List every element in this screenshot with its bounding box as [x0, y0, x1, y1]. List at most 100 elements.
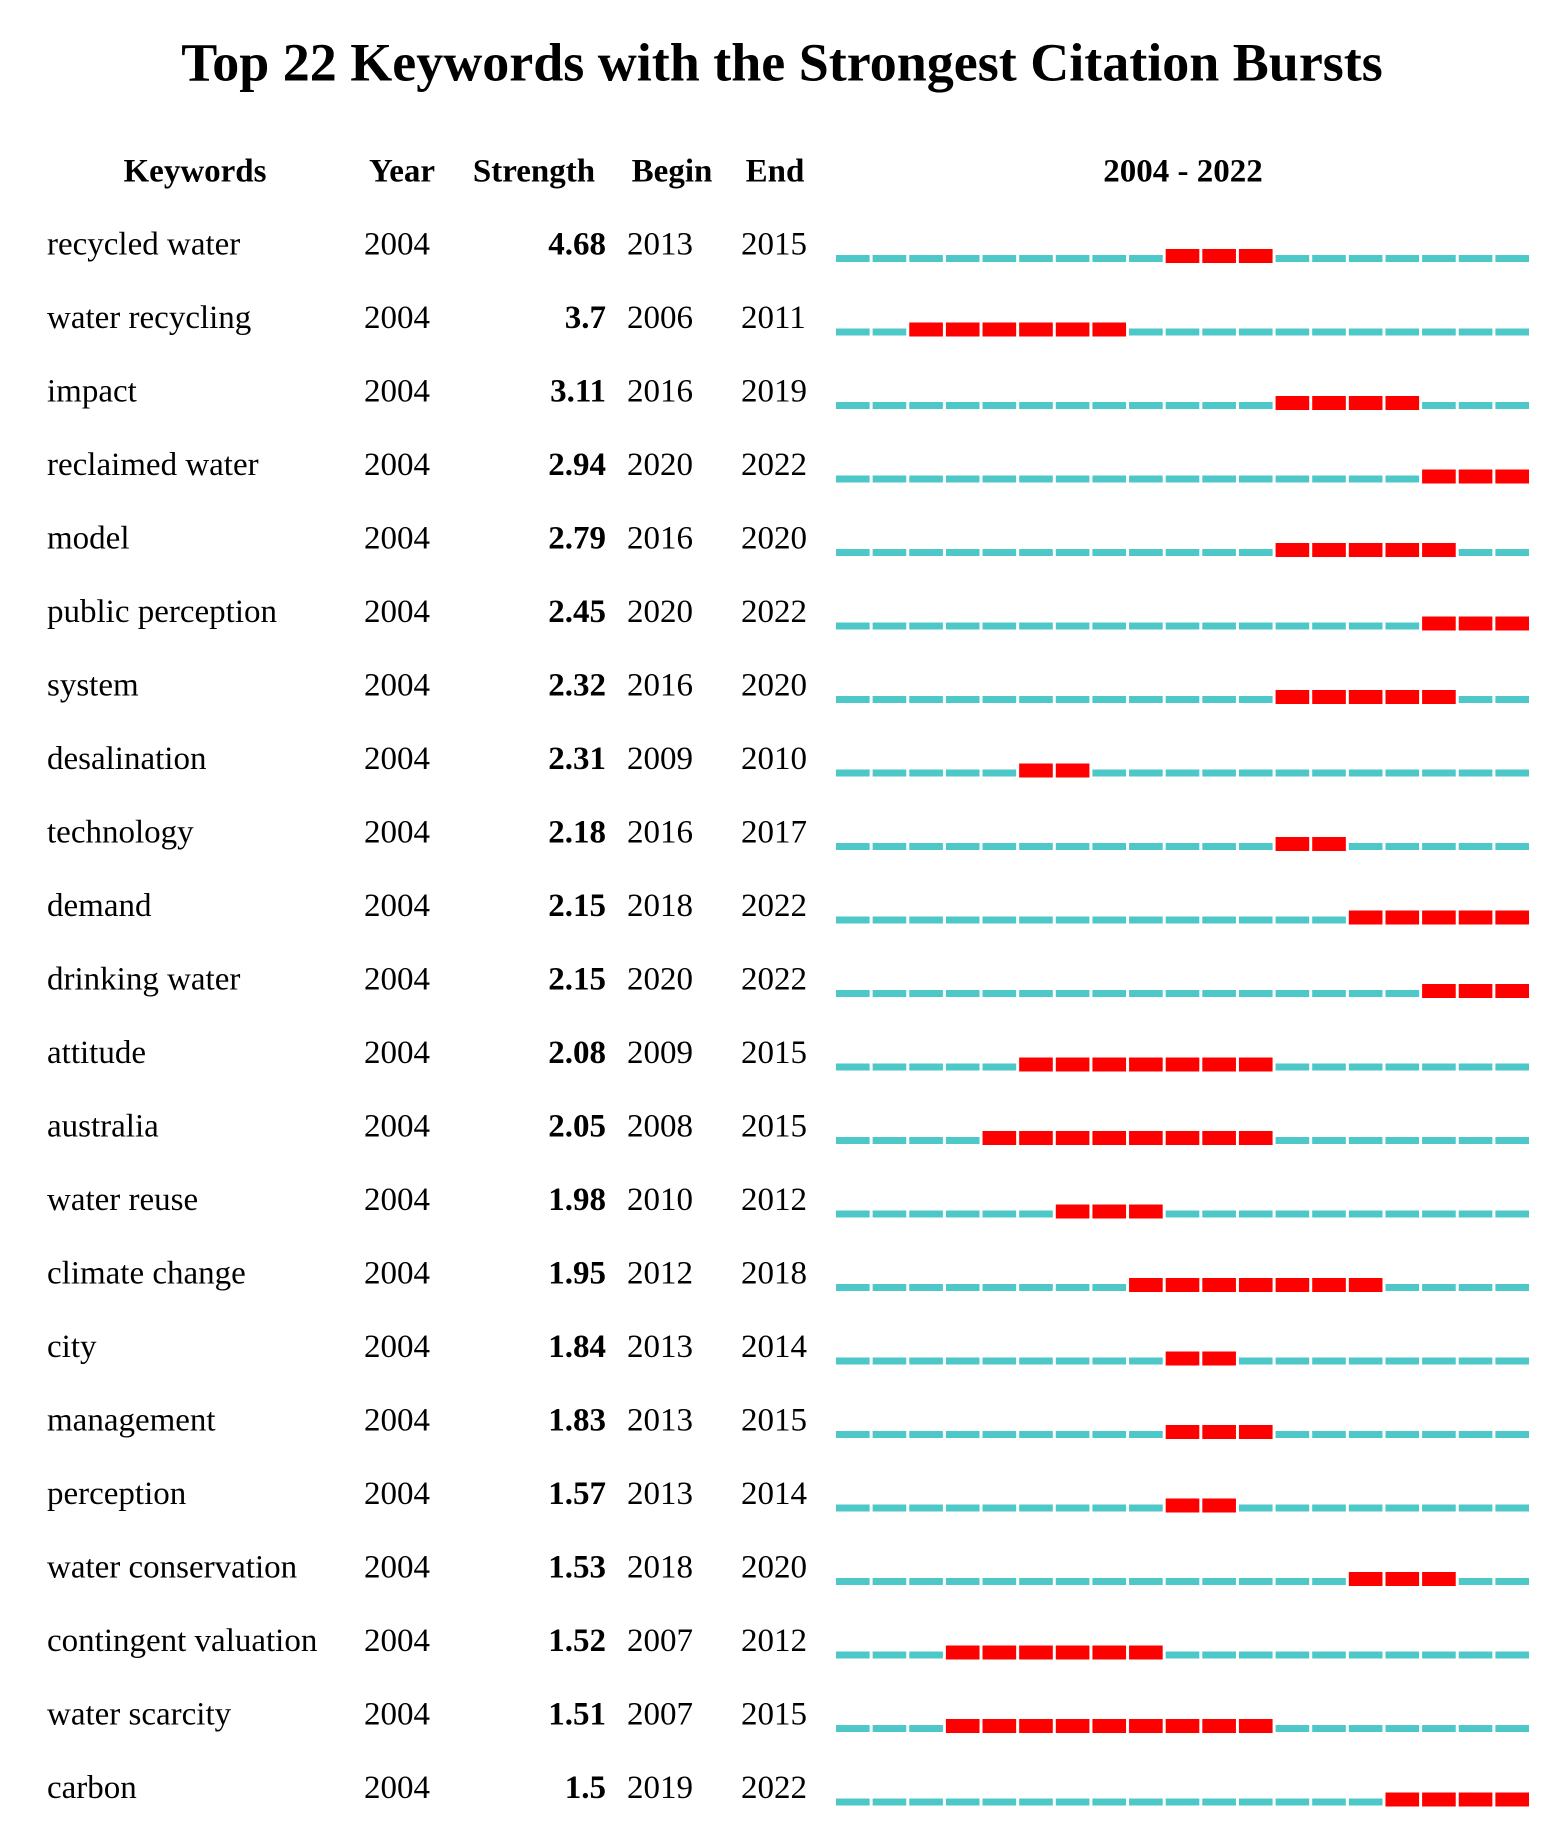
timeline-segment — [1202, 402, 1236, 409]
keyword: desalination — [47, 741, 206, 777]
timeline-segment — [945, 1578, 980, 1585]
timeline-segment — [1422, 1210, 1456, 1218]
burst-segment — [1055, 1057, 1090, 1072]
year: 2004 — [364, 521, 430, 557]
timeline-segment — [982, 1357, 1017, 1365]
timeline-segment — [1055, 1798, 1090, 1806]
burst-segment — [1165, 1131, 1200, 1145]
timeline-segment — [1348, 328, 1383, 336]
timeline-segment — [1275, 1504, 1310, 1512]
begin: 2016 — [627, 521, 693, 557]
burst — [1275, 837, 1346, 851]
timeline-segment — [1202, 843, 1236, 850]
column-header: Keywords — [124, 154, 267, 190]
timeline-segment — [1202, 696, 1236, 703]
burst-segment — [1055, 763, 1090, 778]
timeline-segment — [945, 622, 980, 630]
timeline-segment — [1275, 1431, 1310, 1438]
begin: 2016 — [627, 815, 693, 851]
strength: 1.98 — [548, 1182, 606, 1218]
timeline-segment — [1238, 1357, 1273, 1365]
burst-segment — [1275, 396, 1310, 410]
burst — [1275, 543, 1456, 557]
timeline-segment — [1238, 1798, 1273, 1806]
timeline-segment — [1092, 1431, 1127, 1438]
timeline-segment — [1312, 328, 1346, 336]
keyword: recycled water — [47, 227, 240, 263]
burst-segment — [1458, 469, 1493, 484]
end: 2022 — [741, 594, 807, 630]
timeline-segment — [1202, 916, 1236, 924]
timeline-segment — [1348, 1357, 1383, 1365]
begin: 2009 — [627, 1035, 693, 1071]
timeline-segment — [1129, 255, 1163, 262]
timeline-segment — [1019, 696, 1053, 703]
timeline-segment — [1348, 1137, 1383, 1144]
timeline-segment — [1495, 1284, 1529, 1291]
timeline-segment — [1495, 1578, 1529, 1585]
strength: 2.94 — [548, 447, 606, 483]
burst — [1422, 469, 1529, 484]
timeline-segment — [945, 402, 980, 409]
strength: 1.83 — [548, 1403, 606, 1439]
timeline-segment — [1202, 328, 1236, 336]
keyword: technology — [47, 815, 194, 851]
burst-segment — [1495, 984, 1529, 998]
timeline-segment — [1385, 769, 1420, 777]
burst-segment — [1202, 1057, 1236, 1072]
burst-segment — [1202, 1425, 1236, 1439]
begin: 2013 — [627, 227, 693, 263]
timeline-segment — [836, 622, 870, 630]
keyword: reclaimed water — [47, 447, 259, 483]
timeline-segment — [1458, 1578, 1493, 1585]
timeline-segment — [1019, 1284, 1053, 1291]
timeline-segment — [1092, 1504, 1127, 1512]
burst-segment — [1165, 1351, 1200, 1366]
timeline-segment — [836, 990, 870, 997]
timeline-segment — [1495, 328, 1529, 336]
burst-segment — [1422, 1792, 1456, 1807]
year: 2004 — [364, 1182, 430, 1218]
timeline-segment — [1458, 255, 1493, 262]
begin: 2020 — [627, 447, 693, 483]
timeline-segment — [872, 696, 907, 703]
timeline-segment — [945, 916, 980, 924]
timeline-segment — [1422, 1504, 1456, 1512]
timeline-segment — [1422, 1725, 1456, 1732]
timeline-segment — [909, 402, 943, 409]
timeline-segment — [1202, 769, 1236, 777]
burst-segment — [982, 322, 1017, 337]
timeline-segment — [1312, 622, 1346, 630]
timeline-segment — [872, 1578, 907, 1585]
timeline-segment — [1019, 255, 1053, 262]
burst-segment — [1275, 543, 1310, 557]
timeline-segment — [945, 1284, 980, 1291]
burst-segment — [1129, 1719, 1163, 1733]
timeline-segment — [982, 1504, 1017, 1512]
timeline-segment — [1202, 1798, 1236, 1806]
year: 2004 — [364, 227, 430, 263]
timeline-segment — [1458, 1504, 1493, 1512]
timeline-segment — [1422, 402, 1456, 409]
burst — [1348, 910, 1529, 925]
timeline-segment — [1129, 1504, 1163, 1512]
timeline-segment — [1055, 402, 1090, 409]
burst — [945, 1645, 1163, 1660]
timeline-segment — [1129, 696, 1163, 703]
strength: 1.51 — [548, 1697, 606, 1733]
burst-segment — [1422, 690, 1456, 704]
timeline-segment — [836, 1284, 870, 1291]
strength: 2.32 — [548, 668, 606, 704]
burst-segment — [1055, 1204, 1090, 1219]
timeline-segment — [1019, 1578, 1053, 1585]
timeline-segment — [1238, 990, 1273, 997]
timeline-segment — [1458, 1357, 1493, 1365]
timeline-segment — [982, 1063, 1017, 1071]
timeline-segment — [1165, 769, 1200, 777]
timeline-segment — [1422, 1284, 1456, 1291]
burst-segment — [1238, 249, 1273, 263]
timeline-segment — [1495, 769, 1529, 777]
end: 2022 — [741, 1770, 807, 1806]
timeline-segment — [945, 769, 980, 777]
year: 2004 — [364, 741, 430, 777]
